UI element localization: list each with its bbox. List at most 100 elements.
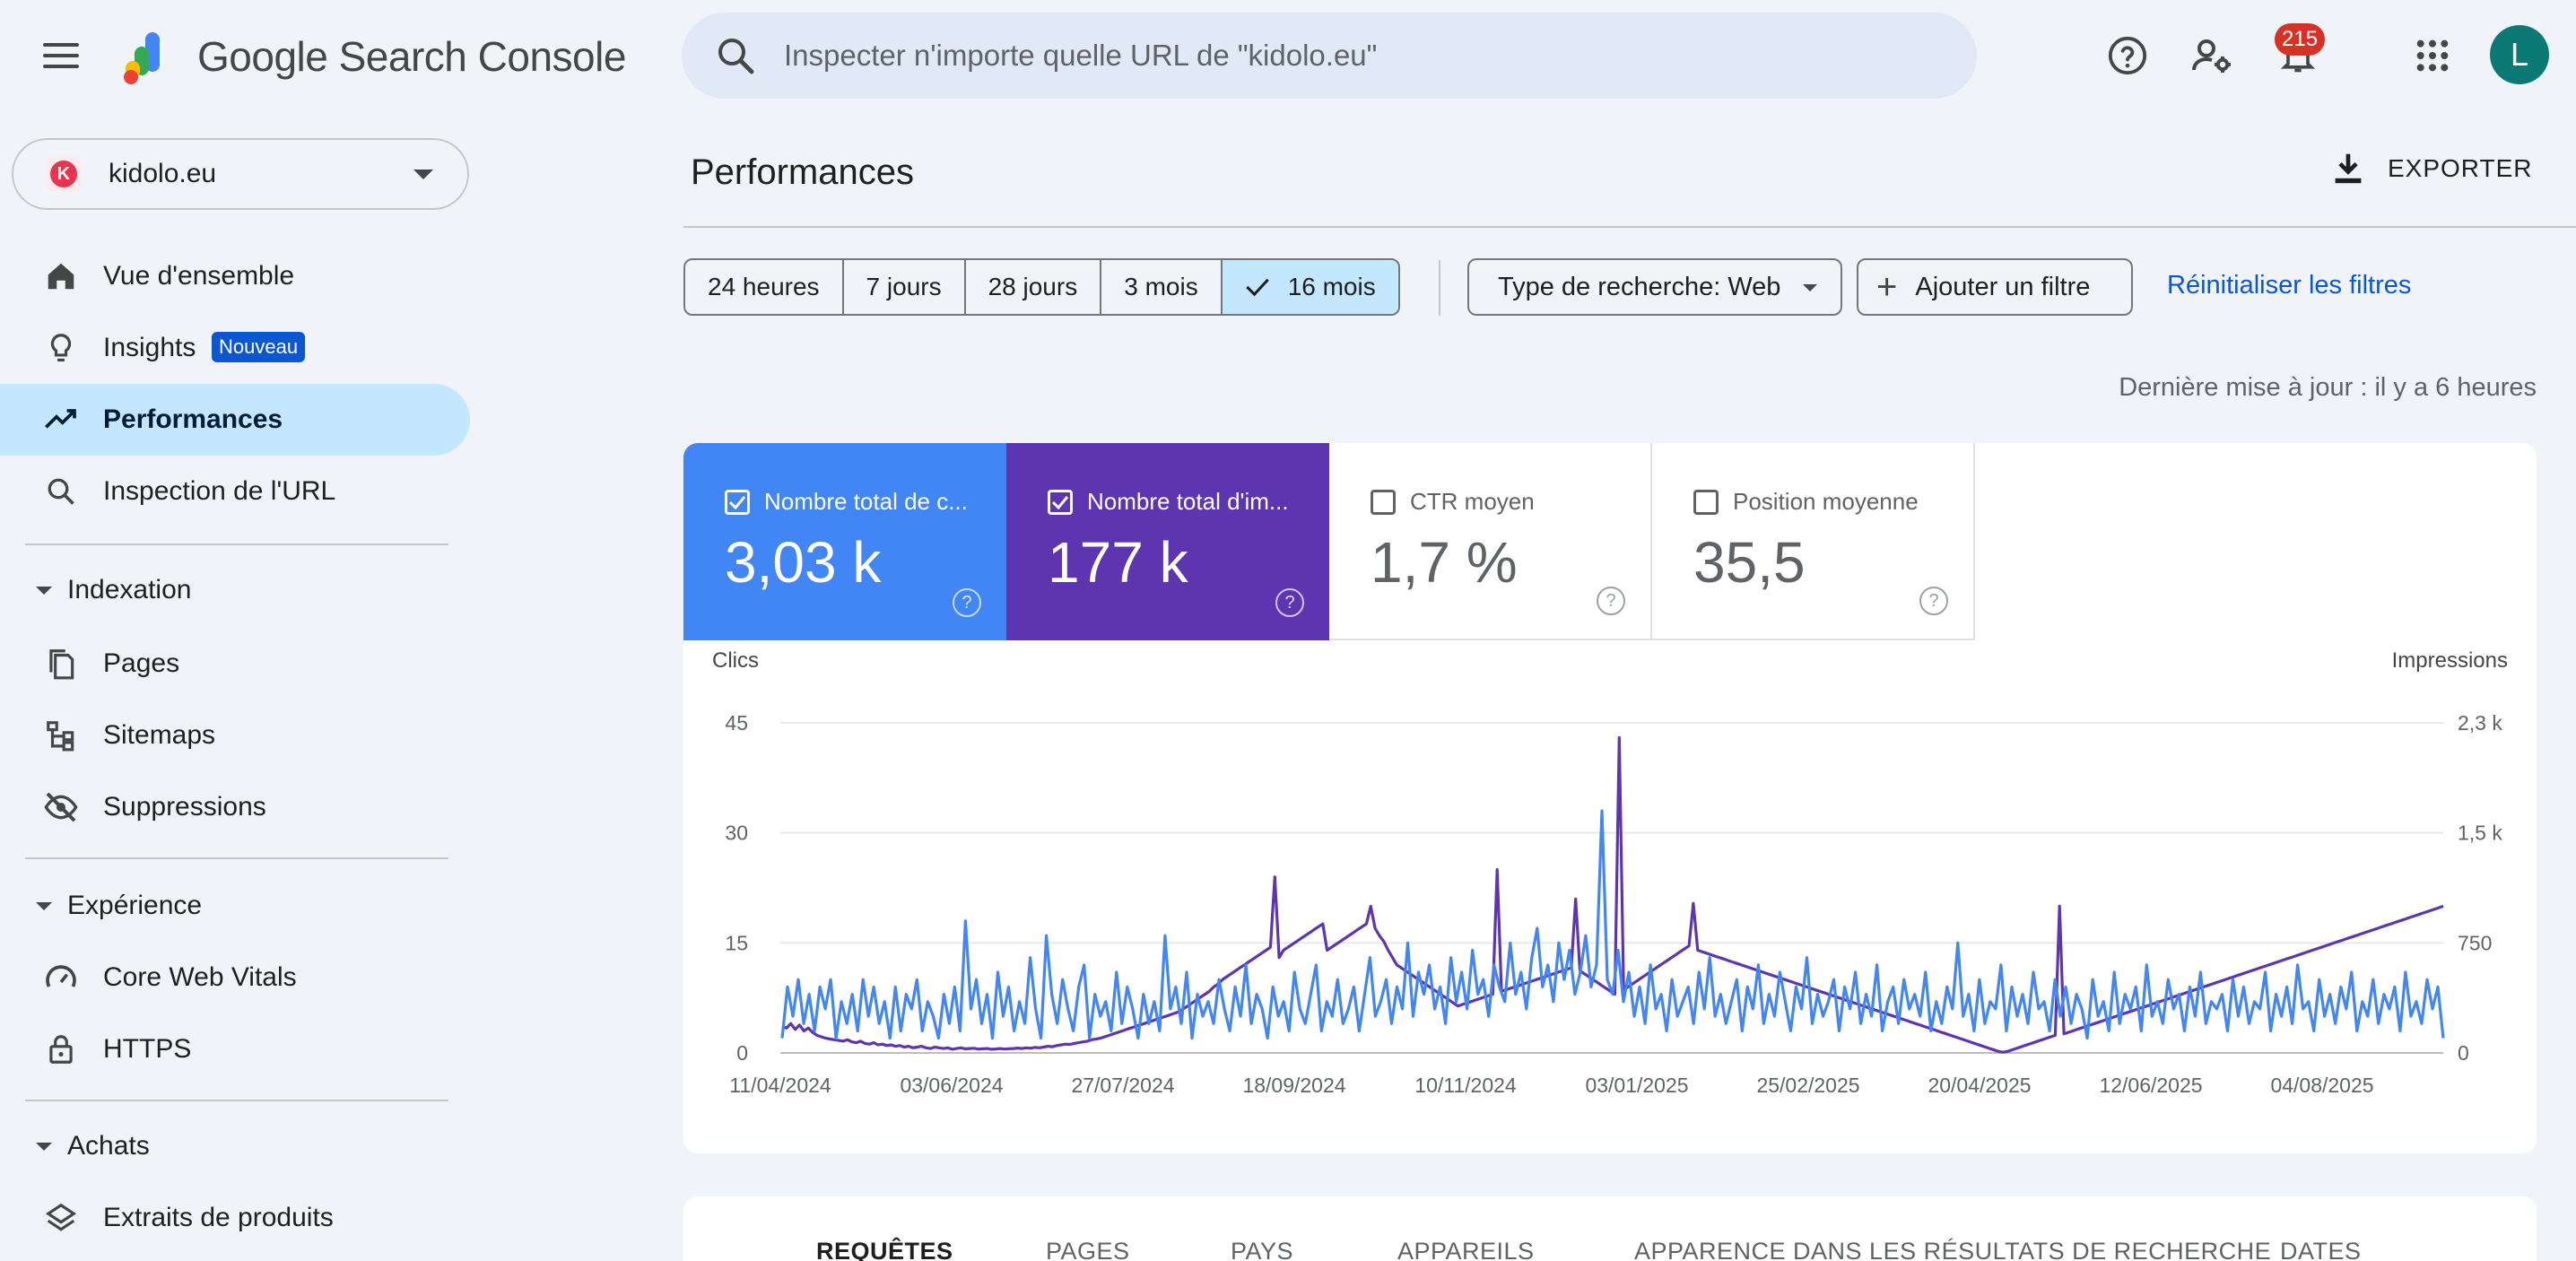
- performance-chart-card: Nombre total de c... 3,03 k ? Nombre tot…: [683, 443, 2537, 1153]
- eye-off-icon: [41, 787, 81, 827]
- pages-icon: [41, 644, 81, 683]
- sidebar-item-performance[interactable]: Performances: [0, 384, 470, 456]
- metric-value: 177 k: [1048, 530, 1188, 595]
- sidebar-item-insights[interactable]: Insights Nouveau: [0, 312, 470, 384]
- right-tick-label: 0: [2458, 1041, 2469, 1065]
- help-icon[interactable]: ?: [1275, 588, 1304, 617]
- metric-value: 35,5: [1693, 530, 1806, 595]
- range-option[interactable]: 3 mois: [1101, 260, 1223, 314]
- url-inspect-search-bar[interactable]: [682, 13, 1977, 99]
- range-option[interactable]: 24 heures: [685, 260, 844, 314]
- series-line-clics: [780, 809, 2445, 1040]
- check-icon: [1245, 278, 1269, 297]
- main-menu-button[interactable]: [34, 32, 88, 79]
- metric-card-position[interactable]: Position moyenne 35,5 ?: [1652, 443, 1975, 640]
- add-filter-button[interactable]: + Ajouter un filtre: [1857, 258, 2133, 316]
- x-tick-label: 20/04/2025: [1928, 1074, 2031, 1097]
- metric-label: Nombre total d'im...: [1087, 488, 1289, 515]
- range-option[interactable]: 7 jours: [844, 260, 966, 314]
- sidebar-item-https[interactable]: HTTPS: [0, 1013, 470, 1085]
- help-icon[interactable]: ?: [1597, 587, 1625, 615]
- checkbox-checked-icon[interactable]: [725, 489, 750, 515]
- checkbox-empty-icon[interactable]: [1693, 489, 1719, 515]
- search-icon[interactable]: [714, 34, 757, 77]
- sidebar-item-label: Core Web Vitals: [103, 962, 297, 992]
- home-icon: [41, 257, 81, 296]
- help-button[interactable]: [2102, 30, 2153, 81]
- search-type-label: Type de recherche: Web: [1498, 272, 1781, 301]
- x-tick-label: 18/09/2024: [1242, 1074, 1345, 1097]
- x-tick-label: 10/11/2024: [1414, 1074, 1517, 1097]
- last-updated-text: Dernière mise à jour : il y a 6 heures: [2119, 373, 2537, 402]
- checkbox-empty-icon[interactable]: [1371, 489, 1396, 515]
- left-tick-label: 0: [736, 1041, 748, 1065]
- page-title: Performances: [691, 152, 914, 192]
- metric-card-ctr[interactable]: CTR moyen 1,7 % ?: [1329, 443, 1652, 640]
- section-title: Expérience: [67, 891, 203, 920]
- sidebar-item-url-inspection[interactable]: Inspection de l'URL: [0, 456, 470, 527]
- tab-queries[interactable]: REQUÊTES: [816, 1238, 953, 1261]
- sidebar-section-indexing[interactable]: Indexation: [0, 563, 466, 617]
- title-divider: [683, 226, 2576, 228]
- x-tick-label: 12/06/2025: [2099, 1074, 2202, 1097]
- help-icon[interactable]: ?: [1919, 587, 1948, 615]
- tab-pages[interactable]: PAGES: [1046, 1238, 1130, 1261]
- performance-line-chart[interactable]: Clics Impressions 45 2,3 k 30 1,5 k 15 750 0 0 11/…: [683, 640, 2537, 1153]
- sidebar-item-label: Sitemaps: [103, 720, 216, 750]
- sidebar-item-pages[interactable]: Pages: [0, 628, 470, 700]
- range-option-label: 16 mois: [1287, 273, 1376, 300]
- tab-search-appearance[interactable]: APPARENCE DANS LES RÉSULTATS DE RECHERCH…: [1634, 1238, 2272, 1261]
- menu-line: [43, 65, 79, 68]
- sidebar-item-label: Suppressions: [103, 792, 266, 822]
- help-icon: [2108, 36, 2147, 75]
- tab-devices[interactable]: APPAREILS: [1397, 1238, 1535, 1261]
- x-tick-label: 04/08/2025: [2270, 1074, 2373, 1097]
- sidebar-item-removals[interactable]: Suppressions: [0, 771, 470, 843]
- sidebar-item-overview[interactable]: Vue d'ensemble: [0, 240, 470, 312]
- app-logo[interactable]: Google Search Console: [118, 27, 626, 86]
- left-tick-label: 45: [725, 711, 748, 735]
- sidebar-item-sitemaps[interactable]: Sitemaps: [0, 700, 470, 771]
- manage-users-icon: [2192, 39, 2231, 73]
- range-option-selected[interactable]: 16 mois: [1222, 260, 1398, 314]
- search-input[interactable]: [784, 39, 1905, 73]
- user-settings-button[interactable]: [2187, 30, 2237, 81]
- x-tick-label: 25/02/2025: [1756, 1074, 1859, 1097]
- sidebar-item-label: Performances: [103, 404, 283, 434]
- metric-card-impressions[interactable]: Nombre total d'im... 177 k ?: [1006, 443, 1329, 640]
- tab-countries[interactable]: PAYS: [1231, 1238, 1294, 1261]
- search-type-filter[interactable]: Type de recherche: Web: [1467, 258, 1842, 316]
- date-range-selector: 24 heures 7 jours 28 jours 3 mois 16 moi…: [683, 258, 1400, 316]
- sidebar-item-label: Pages: [103, 648, 180, 678]
- account-avatar[interactable]: L: [2490, 25, 2549, 84]
- property-selector[interactable]: K kidolo.eu: [12, 138, 469, 210]
- sidebar-section-experience[interactable]: Expérience: [0, 879, 466, 933]
- x-tick-label: 03/06/2024: [900, 1074, 1003, 1097]
- sidebar-item-label: Vue d'ensemble: [103, 261, 295, 291]
- reset-filters-link[interactable]: Réinitialiser les filtres: [2167, 271, 2412, 300]
- right-tick-label: 2,3 k: [2458, 711, 2502, 735]
- export-button[interactable]: EXPORTER: [2332, 151, 2533, 187]
- sidebar-divider: [25, 544, 448, 545]
- apps-grid-icon: [2416, 39, 2449, 72]
- export-label: EXPORTER: [2388, 154, 2533, 182]
- metric-value: 1,7 %: [1371, 530, 1518, 595]
- range-option[interactable]: 28 jours: [966, 260, 1102, 314]
- apps-button[interactable]: [2407, 30, 2458, 81]
- sidebar-item-product-snippets[interactable]: Extraits de produits: [0, 1182, 470, 1254]
- help-icon[interactable]: ?: [953, 588, 981, 617]
- section-title: Indexation: [67, 575, 192, 604]
- metric-card-clicks[interactable]: Nombre total de c... 3,03 k ?: [683, 443, 1006, 640]
- sidebar-item-core-web-vitals[interactable]: Core Web Vitals: [0, 942, 470, 1013]
- dimension-tabs: REQUÊTES PAGES PAYS APPAREILS APPARENCE …: [683, 1196, 2537, 1261]
- top-bar: Google Search Console 215: [0, 0, 2576, 117]
- metric-label: Position moyenne: [1733, 488, 1919, 515]
- sidebar-divider: [25, 1100, 448, 1101]
- tab-dates[interactable]: DATES: [2280, 1238, 2362, 1261]
- checkbox-checked-icon[interactable]: [1048, 489, 1073, 515]
- sidebar-section-shopping[interactable]: Achats: [0, 1119, 466, 1173]
- sidebar-divider: [25, 857, 448, 859]
- speedometer-icon: [41, 958, 81, 997]
- notifications-badge: 215: [2275, 23, 2326, 56]
- left-tick-label: 30: [725, 822, 748, 845]
